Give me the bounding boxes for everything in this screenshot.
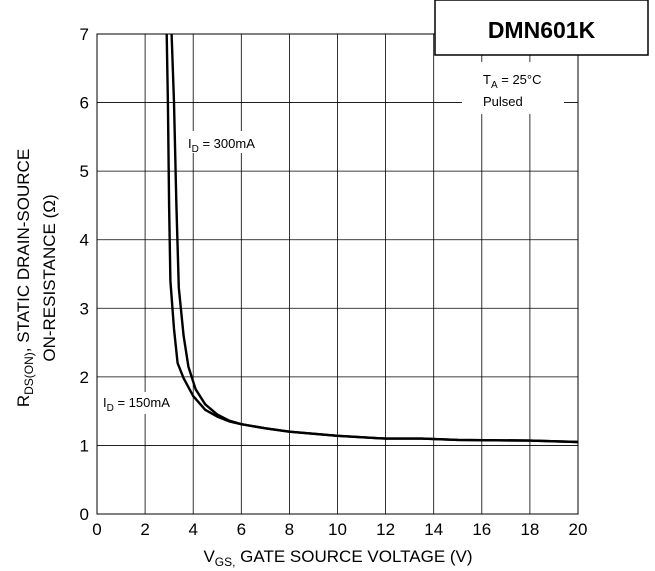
series-300ma-label: ID = 300mA xyxy=(188,136,255,155)
y-tick-label-4: 4 xyxy=(80,231,89,250)
x-tick-label-7: 14 xyxy=(424,520,443,539)
series-150ma-label: ID = 150mA xyxy=(103,395,170,414)
chart-title: DMN601K xyxy=(488,17,596,43)
curves xyxy=(165,33,579,444)
y-tick-label-5: 5 xyxy=(80,162,89,181)
x-tick-label-4: 8 xyxy=(285,520,294,539)
x-tick-label-2: 4 xyxy=(188,520,197,539)
x-tick-labels: 0 2 4 6 8 10 12 14 16 18 20 xyxy=(92,520,587,539)
x-tick-label-1: 2 xyxy=(140,520,149,539)
x-tick-label-8: 16 xyxy=(472,520,491,539)
y-tick-labels: 0 1 2 3 4 5 6 7 xyxy=(80,25,89,524)
plot-frame xyxy=(96,33,579,515)
series-150ma-label-bg xyxy=(100,392,184,414)
y-tick-label-1: 1 xyxy=(80,436,89,455)
title-box xyxy=(434,0,649,56)
y-tick-label-0: 0 xyxy=(80,505,89,524)
x-tick-label-10: 20 xyxy=(569,520,588,539)
y-axis-label-line1: RDS(ON), STATIC DRAIN-SOURCE xyxy=(14,149,36,407)
y-tick-label-7: 7 xyxy=(80,25,89,44)
series-line-1 xyxy=(165,33,579,444)
conditions-bg xyxy=(462,62,564,114)
temperature-label: TA = 25°C xyxy=(483,72,542,91)
x-tick-label-6: 12 xyxy=(376,520,395,539)
x-tick-label-5: 10 xyxy=(328,520,347,539)
y-axis-label: RDS(ON), STATIC DRAIN-SOURCE ON-RESISTAN… xyxy=(14,149,59,407)
x-tick-label-0: 0 xyxy=(92,520,101,539)
x-tick-label-9: 18 xyxy=(520,520,539,539)
x-tick-label-3: 6 xyxy=(237,520,246,539)
x-axis-label: VGS, GATE SOURCE VOLTAGE (V) xyxy=(203,547,472,569)
y-tick-label-2: 2 xyxy=(80,368,89,387)
y-axis-label-line2: ON-RESISTANCE (Ω) xyxy=(40,194,59,361)
pulsed-label: Pulsed xyxy=(483,94,523,109)
series-300ma-label-bg xyxy=(184,131,274,153)
y-tick-label-6: 6 xyxy=(80,94,89,113)
y-tick-label-3: 3 xyxy=(80,299,89,318)
